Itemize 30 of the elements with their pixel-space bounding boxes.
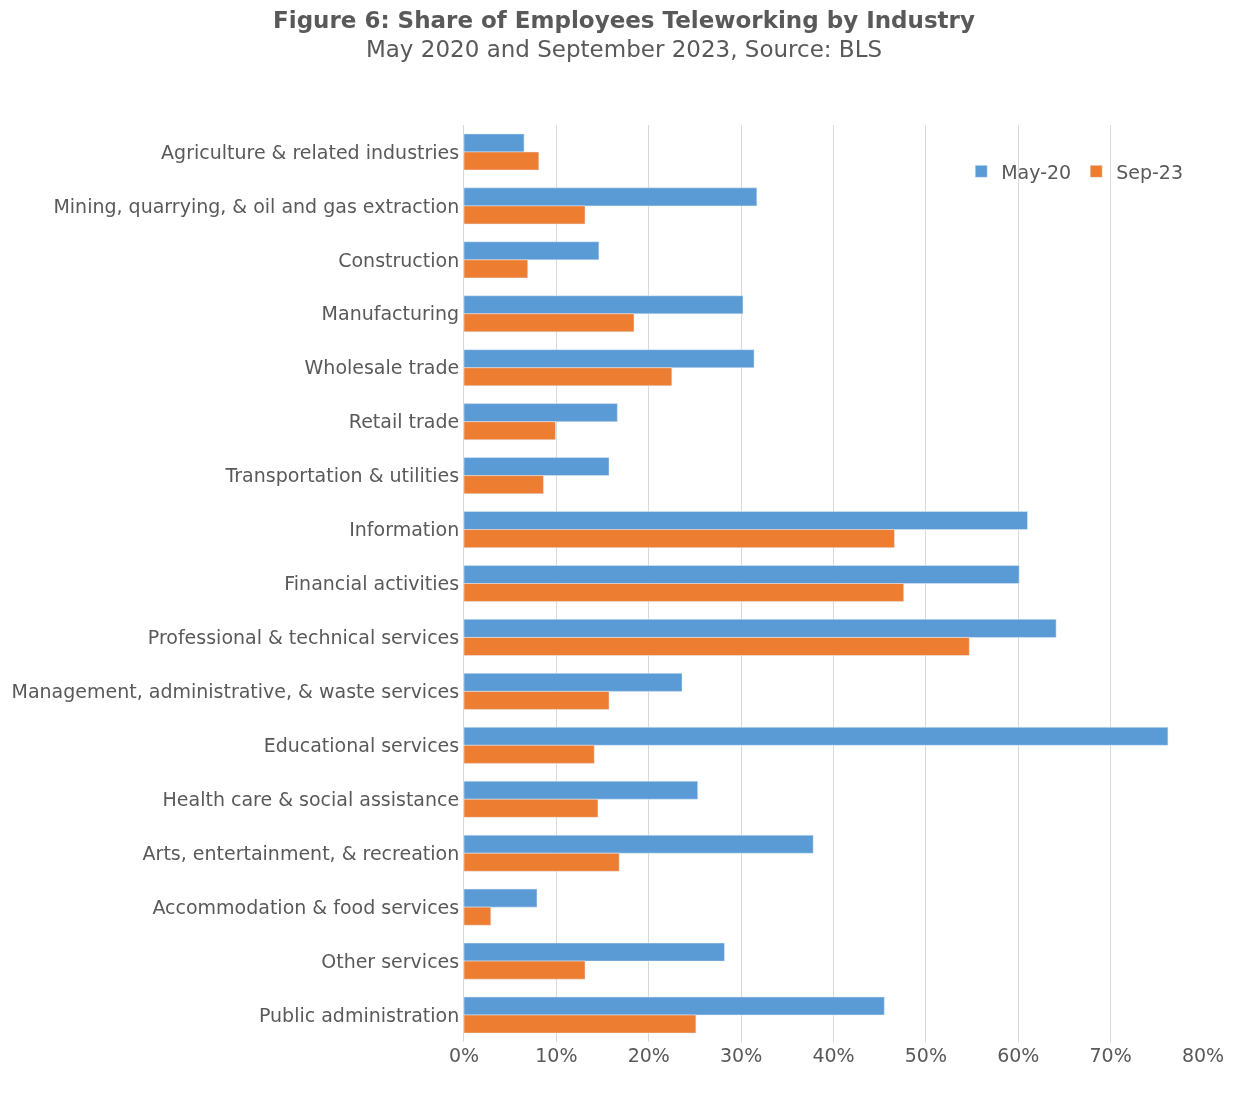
y-tick-label: Wholesale trade: [304, 356, 460, 379]
y-tick-label: Manufacturing: [321, 302, 460, 325]
legend-label: Sep-23: [1116, 160, 1184, 183]
y-tick-label: Public administration: [258, 1003, 460, 1026]
x-tick-label: 70%: [1089, 1044, 1132, 1066]
x-tick-label: 50%: [904, 1044, 947, 1066]
y-tick-label: Professional & technical services: [147, 626, 460, 649]
chart-subtitle: May 2020 and September 2023, Source: BLS: [365, 36, 883, 63]
x-tick-label: 60%: [997, 1044, 1040, 1066]
y-tick-label: Information: [349, 518, 460, 541]
y-tick-label: Arts, entertainment, & recreation: [142, 841, 460, 864]
y-tick-label: Mining, quarrying, & oil and gas extraction: [53, 194, 460, 217]
legend-label: May-20: [1001, 160, 1072, 183]
x-tick-label: 20%: [627, 1044, 670, 1066]
y-tick-label: Retail trade: [348, 410, 460, 433]
y-tick-label: Accommodation & food services: [152, 895, 460, 918]
y-tick-label: Transportation & utilities: [224, 464, 460, 487]
x-tick-label: 30%: [720, 1044, 763, 1066]
chart-title: Figure 6: Share of Employees Teleworking by Industry: [273, 6, 975, 33]
x-tick-label: 80%: [1181, 1044, 1225, 1066]
y-tick-label: Educational services: [263, 733, 460, 756]
y-tick-label: Agriculture & related industries: [161, 140, 460, 163]
x-tick-label: 10%: [535, 1044, 578, 1066]
y-tick-label: Health care & social assistance: [162, 787, 460, 810]
y-tick-label: Management, administrative, & waste services: [11, 680, 460, 703]
y-tick-label: Construction: [338, 248, 460, 271]
x-tick-label: 40%: [812, 1044, 855, 1066]
y-tick-label: Other services: [321, 949, 460, 972]
x-tick-label: 0%: [448, 1044, 480, 1066]
y-tick-label: Financial activities: [284, 572, 460, 595]
